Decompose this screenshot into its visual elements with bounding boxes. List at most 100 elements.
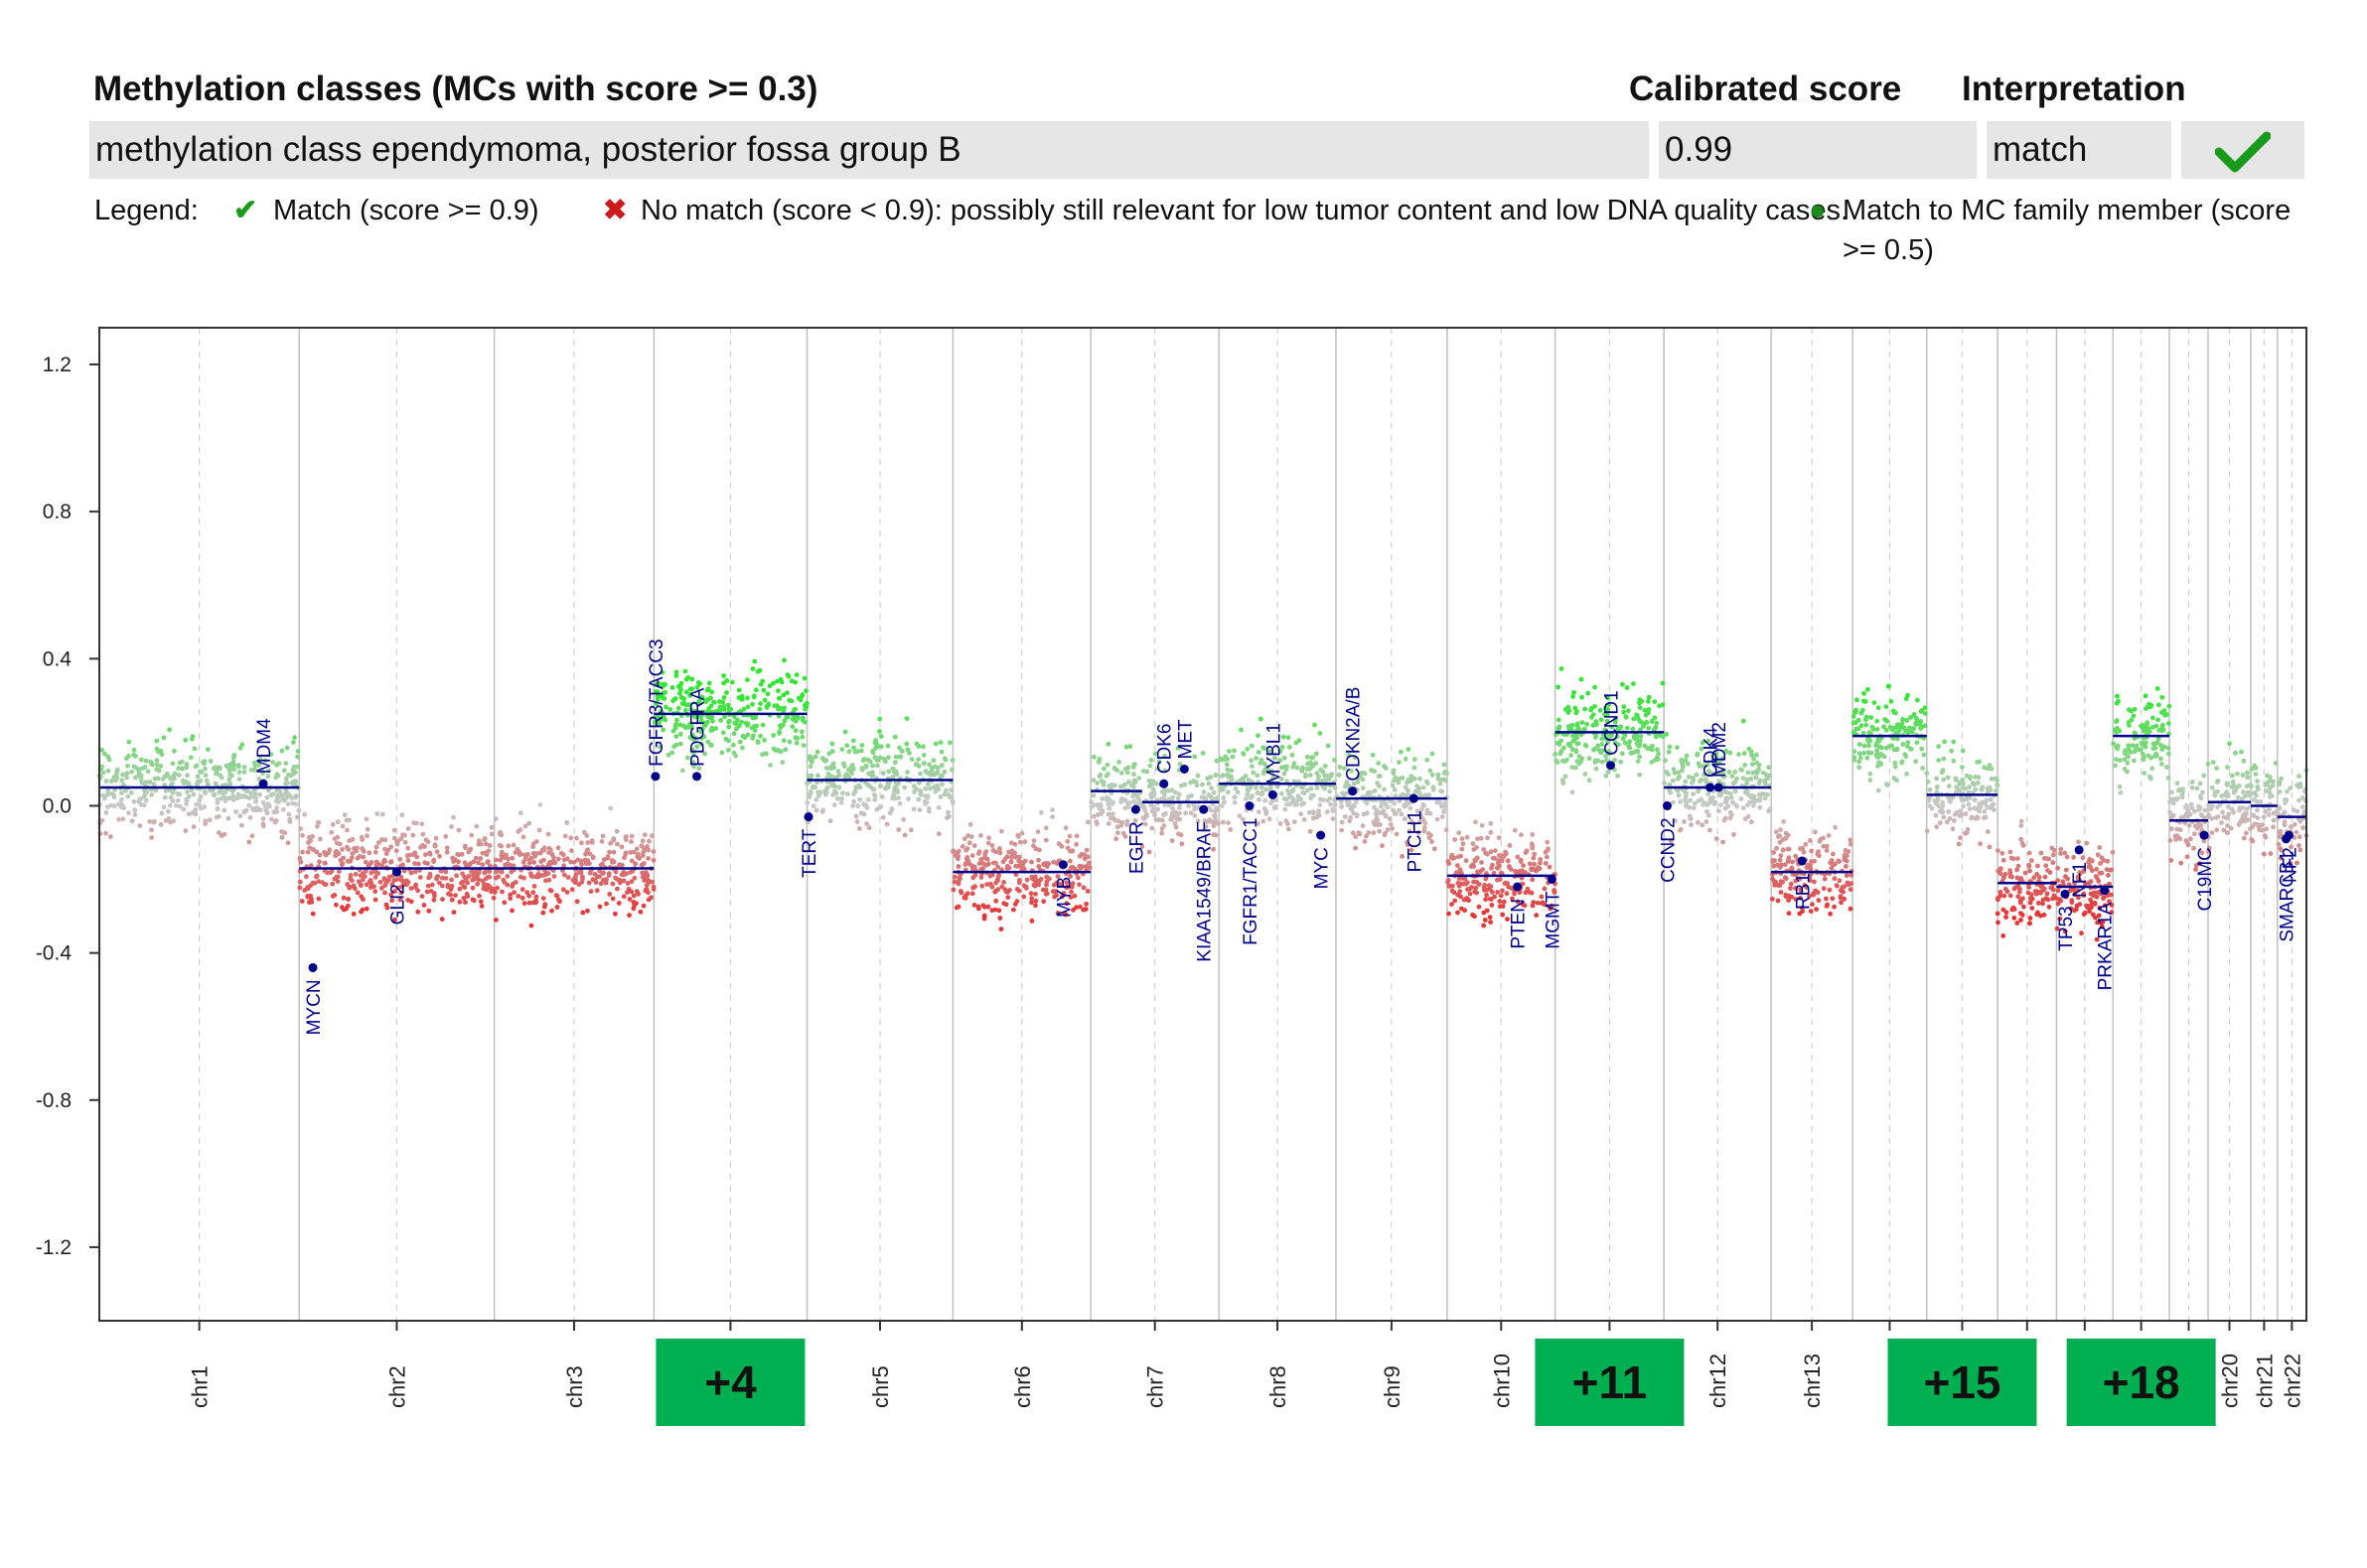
probe-point — [2225, 765, 2230, 770]
probe-point — [1390, 825, 1396, 831]
probe-point — [1414, 808, 1420, 814]
probe-point — [316, 820, 322, 825]
probe-point — [1786, 898, 1791, 903]
probe-point — [893, 754, 899, 760]
probe-point — [233, 809, 239, 814]
probe-point — [246, 839, 252, 845]
probe-point — [1637, 705, 1643, 711]
probe-point-layer — [96, 657, 2309, 942]
probe-point — [1727, 809, 1733, 815]
probe-point — [520, 834, 526, 840]
probe-point — [268, 752, 274, 757]
probe-point — [1124, 770, 1130, 776]
probe-point — [1778, 890, 1784, 895]
gene-label: FGFR3/TACC3 — [647, 639, 667, 766]
probe-point — [1757, 804, 1763, 810]
probe-point — [470, 897, 476, 903]
probe-point — [1875, 705, 1881, 711]
probe-point — [183, 828, 189, 833]
probe-point — [1925, 779, 1931, 784]
probe-point — [1376, 761, 1382, 766]
probe-point — [997, 849, 1002, 855]
probe-point — [1664, 731, 1670, 737]
probe-point — [1043, 861, 1048, 866]
probe-point — [364, 816, 370, 822]
probe-point — [1071, 907, 1076, 913]
probe-point — [2213, 815, 2219, 820]
probe-point — [589, 838, 595, 843]
probe-point — [2184, 839, 2190, 845]
probe-point — [1162, 802, 1168, 808]
probe-point — [907, 750, 912, 756]
probe-point — [445, 884, 451, 890]
probe-point — [1213, 832, 1219, 838]
probe-point — [867, 784, 873, 789]
probe-point — [814, 749, 820, 755]
probe-point — [1225, 789, 1231, 795]
probe-point — [1226, 820, 1231, 825]
probe-point — [1211, 823, 1217, 828]
probe-point — [2003, 915, 2008, 920]
probe-point — [1952, 818, 1957, 823]
probe-point — [684, 755, 690, 761]
probe-point — [451, 859, 456, 864]
probe-point — [2064, 854, 2070, 860]
probe-point — [2010, 905, 2016, 911]
probe-point — [327, 847, 333, 853]
probe-point — [655, 693, 661, 699]
probe-point — [2241, 818, 2246, 824]
probe-point — [1975, 815, 1981, 821]
probe-point — [751, 694, 757, 700]
probe-point — [590, 854, 596, 860]
probe-point — [1831, 851, 1836, 857]
probe-point — [446, 891, 451, 897]
probe-point — [118, 796, 124, 802]
probe-point — [667, 707, 672, 712]
probe-point — [419, 894, 425, 899]
probe-point — [1662, 781, 1667, 785]
probe-point — [1106, 772, 1110, 777]
probe-point — [1941, 756, 1947, 762]
probe-point — [1124, 818, 1130, 824]
probe-point — [887, 810, 893, 816]
probe-point — [962, 893, 968, 899]
probe-point — [218, 773, 222, 779]
probe-point — [1966, 801, 1972, 807]
probe-point — [1340, 790, 1345, 796]
probe-point — [1050, 814, 1055, 819]
header-methylation-classes: Methylation classes (MCs with score >= 0… — [93, 70, 818, 108]
probe-point — [1342, 766, 1347, 772]
probe-point — [1535, 900, 1541, 906]
probe-point — [962, 862, 968, 867]
probe-point — [829, 749, 835, 754]
probe-point — [1146, 849, 1152, 855]
probe-point — [147, 818, 153, 824]
probe-point — [264, 810, 270, 816]
probe-point — [981, 916, 987, 922]
probe-point — [1570, 694, 1575, 699]
probe-point — [1277, 749, 1283, 754]
probe-point — [1220, 819, 1226, 825]
probe-point — [1637, 772, 1643, 778]
probe-point — [2292, 821, 2297, 827]
probe-point — [236, 777, 242, 782]
probe-point — [938, 740, 944, 746]
probe-point — [1377, 774, 1383, 779]
probe-point — [657, 719, 663, 724]
probe-point — [2253, 766, 2259, 771]
probe-point — [752, 728, 758, 733]
probe-point — [677, 741, 683, 747]
probe-point — [758, 733, 763, 739]
probe-point — [2240, 805, 2246, 810]
probe-point — [1069, 889, 1074, 895]
probe-point — [992, 889, 998, 895]
probe-point — [807, 754, 813, 760]
probe-point — [878, 784, 883, 788]
probe-point — [689, 676, 695, 682]
probe-point — [1377, 810, 1383, 815]
probe-point — [1346, 799, 1352, 805]
probe-point — [898, 754, 904, 760]
probe-point — [1036, 864, 1042, 869]
probe-point — [1410, 820, 1416, 826]
probe-point — [1314, 814, 1320, 820]
